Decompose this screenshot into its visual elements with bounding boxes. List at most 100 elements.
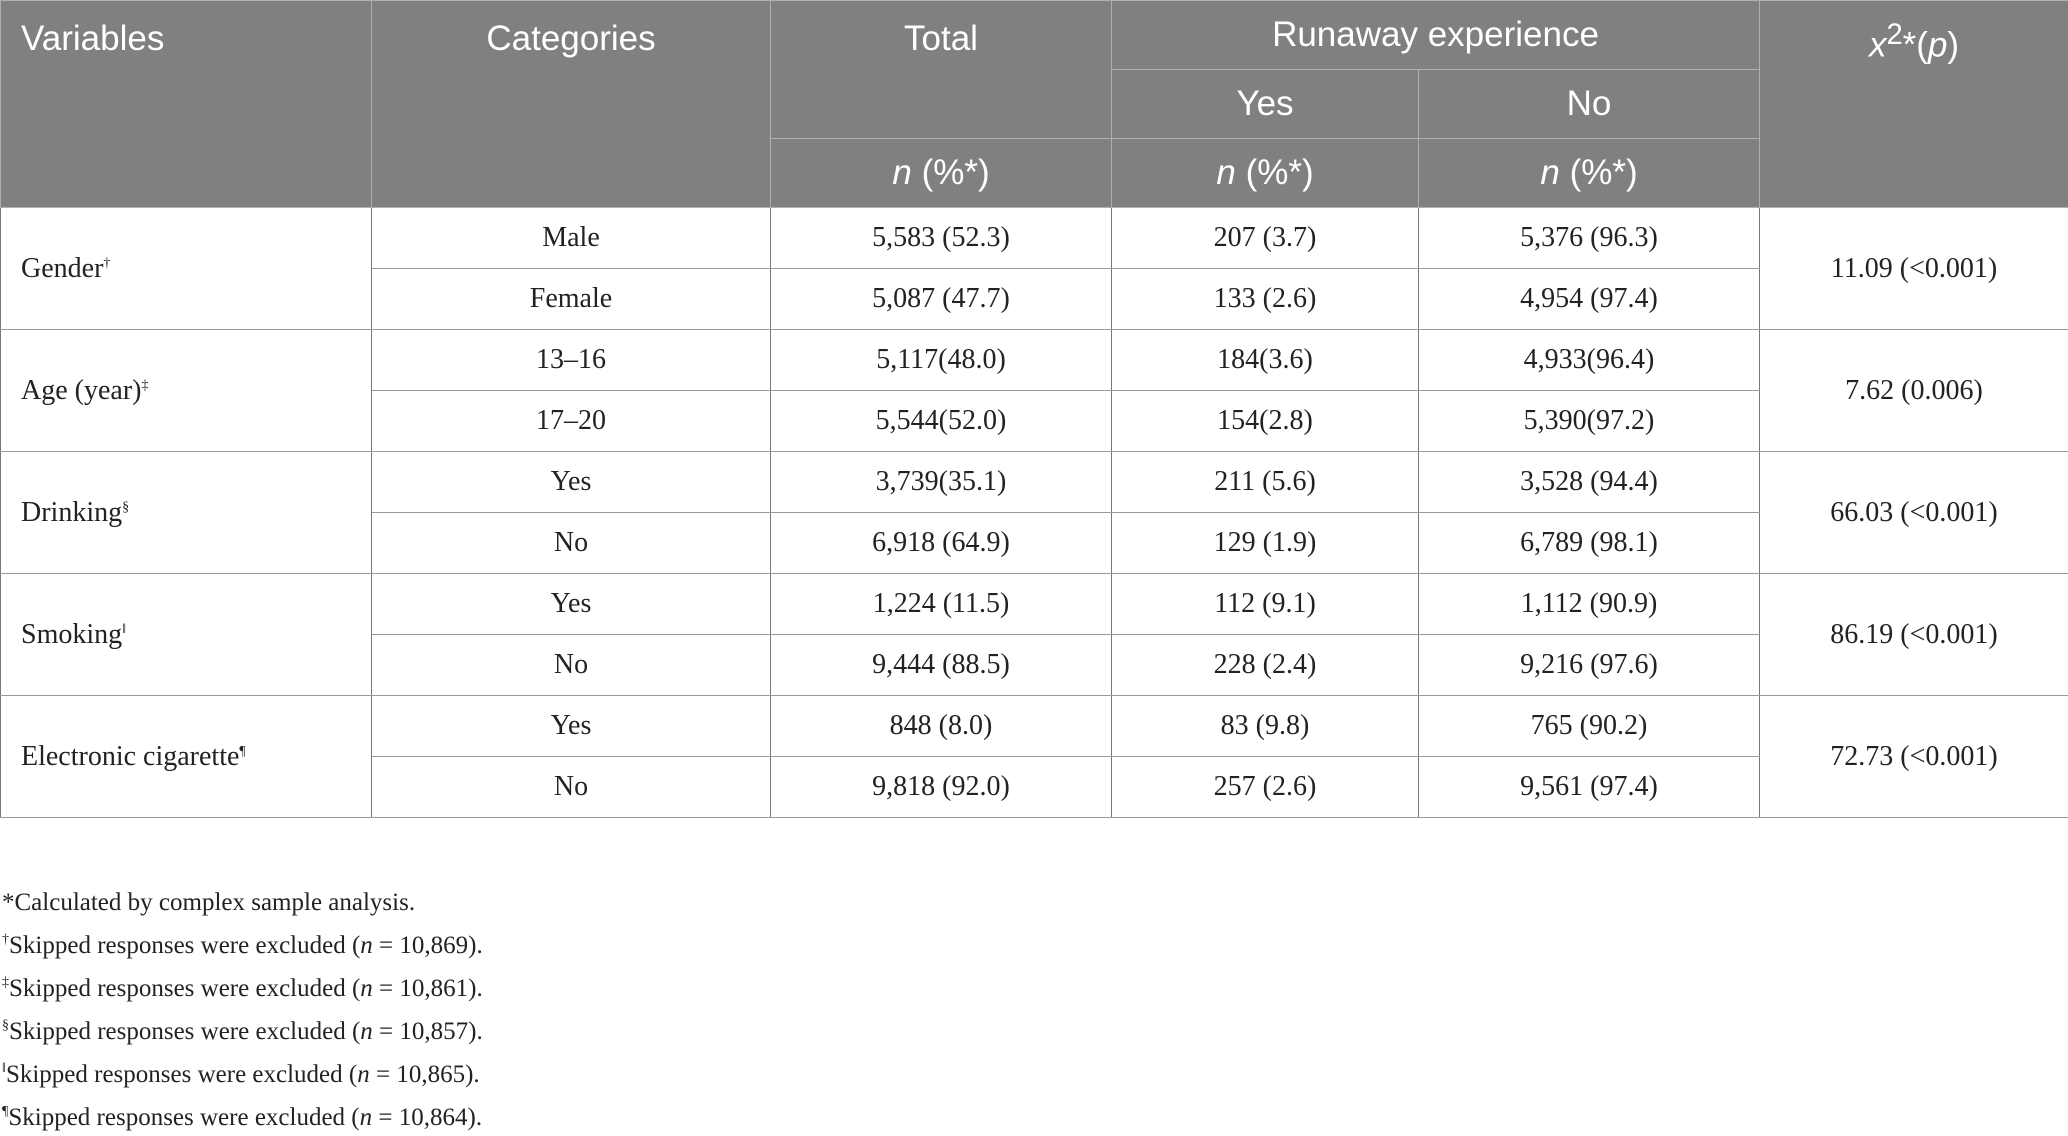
no-cell: 5,390(97.2) bbox=[1419, 391, 1760, 452]
no-cell: 5,376 (96.3) bbox=[1419, 208, 1760, 269]
note-n: n bbox=[360, 1018, 373, 1045]
yes-cell: 228 (2.4) bbox=[1112, 635, 1419, 696]
total-cell: 1,224 (11.5) bbox=[771, 574, 1112, 635]
chi-square-cell: 86.19 (<0.001) bbox=[1760, 574, 2068, 696]
variable-label: Smoking bbox=[21, 619, 122, 650]
header-total-n: n (%*) bbox=[771, 139, 1112, 208]
category-cell: Yes bbox=[372, 452, 771, 513]
chi-p: p bbox=[1928, 26, 1947, 65]
no-cell: 4,933(96.4) bbox=[1419, 330, 1760, 391]
variable-cell: Electronic cigarette¶ bbox=[1, 696, 372, 818]
category-cell: Male bbox=[372, 208, 771, 269]
yes-cell: 133 (2.6) bbox=[1112, 269, 1419, 330]
footnote-mark: ‡ bbox=[141, 378, 148, 393]
header-yes: Yes bbox=[1112, 70, 1419, 139]
header-chi-square: x2*(p) bbox=[1760, 1, 2068, 208]
note-value: = 10,861). bbox=[373, 975, 483, 1002]
category-cell: Yes bbox=[372, 696, 771, 757]
header-runaway-experience: Runaway experience bbox=[1112, 1, 1760, 70]
variable-cell: Smoking‖ bbox=[1, 574, 372, 696]
total-cell: 6,918 (64.9) bbox=[771, 513, 1112, 574]
note-text: Skipped responses were excluded ( bbox=[8, 1104, 359, 1131]
category-cell: No bbox=[372, 635, 771, 696]
yes-cell: 211 (5.6) bbox=[1112, 452, 1419, 513]
yes-cell: 112 (9.1) bbox=[1112, 574, 1419, 635]
category-cell: 13–16 bbox=[372, 330, 771, 391]
chi-exponent: 2 bbox=[1886, 19, 1902, 51]
footnote-mark: † bbox=[103, 256, 110, 271]
yes-cell: 129 (1.9) bbox=[1112, 513, 1419, 574]
variable-label: Drinking bbox=[21, 497, 122, 528]
no-cell: 3,528 (94.4) bbox=[1419, 452, 1760, 513]
total-cell: 848 (8.0) bbox=[771, 696, 1112, 757]
footnote-mark: ¶ bbox=[239, 744, 245, 759]
footnote-mark: § bbox=[122, 500, 129, 515]
table-header: Variables Categories Total Runaway exper… bbox=[1, 1, 2068, 208]
note-text: Skipped responses were excluded ( bbox=[6, 1061, 357, 1088]
variable-label: Gender bbox=[21, 253, 103, 284]
note-line: §Skipped responses were excluded (n = 10… bbox=[2, 1007, 483, 1050]
note-mark: ‡ bbox=[2, 975, 9, 990]
chi-square-cell: 11.09 (<0.001) bbox=[1760, 208, 2068, 330]
yes-cell: 83 (9.8) bbox=[1112, 696, 1419, 757]
total-cell: 9,444 (88.5) bbox=[771, 635, 1112, 696]
chi-star: *( bbox=[1903, 26, 1928, 65]
category-cell: No bbox=[372, 757, 771, 818]
total-cell: 5,117(48.0) bbox=[771, 330, 1112, 391]
table-notes: *Calculated by complex sample analysis. … bbox=[2, 884, 483, 1136]
note-n: n bbox=[360, 975, 373, 1002]
yes-cell: 257 (2.6) bbox=[1112, 757, 1419, 818]
footnote-mark: ‖ bbox=[122, 622, 126, 637]
variable-label: Age (year) bbox=[21, 375, 141, 406]
note-value: = 10,865). bbox=[370, 1061, 480, 1088]
chi-symbol: x bbox=[1869, 26, 1887, 65]
note-mark: † bbox=[2, 932, 9, 947]
total-cell: 5,583 (52.3) bbox=[771, 208, 1112, 269]
note-n: n bbox=[357, 1061, 370, 1088]
header-no: No bbox=[1419, 70, 1760, 139]
n-italic: n bbox=[1540, 153, 1559, 192]
no-cell: 9,561 (97.4) bbox=[1419, 757, 1760, 818]
category-cell: Yes bbox=[372, 574, 771, 635]
note-mark: § bbox=[2, 1018, 9, 1033]
note-n: n bbox=[360, 1104, 373, 1131]
no-cell: 1,112 (90.9) bbox=[1419, 574, 1760, 635]
note-line: ¶Skipped responses were excluded (n = 10… bbox=[2, 1093, 483, 1136]
data-table: Variables Categories Total Runaway exper… bbox=[0, 0, 2068, 818]
no-cell: 4,954 (97.4) bbox=[1419, 269, 1760, 330]
n-italic: n bbox=[1216, 153, 1235, 192]
header-categories: Categories bbox=[372, 1, 771, 208]
note-star: *Calculated by complex sample analysis. bbox=[2, 884, 483, 921]
chi-square-cell: 66.03 (<0.001) bbox=[1760, 452, 2068, 574]
category-cell: 17–20 bbox=[372, 391, 771, 452]
header-total: Total bbox=[771, 1, 1112, 139]
note-text: Skipped responses were excluded ( bbox=[9, 975, 360, 1002]
header-yes-n: n (%*) bbox=[1112, 139, 1419, 208]
note-line: †Skipped responses were excluded (n = 10… bbox=[2, 921, 483, 964]
header-variables: Variables bbox=[1, 1, 372, 208]
chi-square-cell: 72.73 (<0.001) bbox=[1760, 696, 2068, 818]
header-no-n: n (%*) bbox=[1419, 139, 1760, 208]
pct-label: (%*) bbox=[1236, 153, 1314, 192]
variable-cell: Gender† bbox=[1, 208, 372, 330]
variable-cell: Age (year)‡ bbox=[1, 330, 372, 452]
total-cell: 5,087 (47.7) bbox=[771, 269, 1112, 330]
chi-square-cell: 7.62 (0.006) bbox=[1760, 330, 2068, 452]
pct-label: (%*) bbox=[912, 153, 990, 192]
yes-cell: 154(2.8) bbox=[1112, 391, 1419, 452]
chi-close: ) bbox=[1947, 26, 1959, 65]
note-line: ‖Skipped responses were excluded (n = 10… bbox=[2, 1050, 483, 1093]
no-cell: 765 (90.2) bbox=[1419, 696, 1760, 757]
note-line: ‡Skipped responses were excluded (n = 10… bbox=[2, 964, 483, 1007]
no-cell: 9,216 (97.6) bbox=[1419, 635, 1760, 696]
variable-cell: Drinking§ bbox=[1, 452, 372, 574]
total-cell: 5,544(52.0) bbox=[771, 391, 1112, 452]
note-value: = 10,857). bbox=[373, 1018, 483, 1045]
pct-label: (%*) bbox=[1560, 153, 1638, 192]
